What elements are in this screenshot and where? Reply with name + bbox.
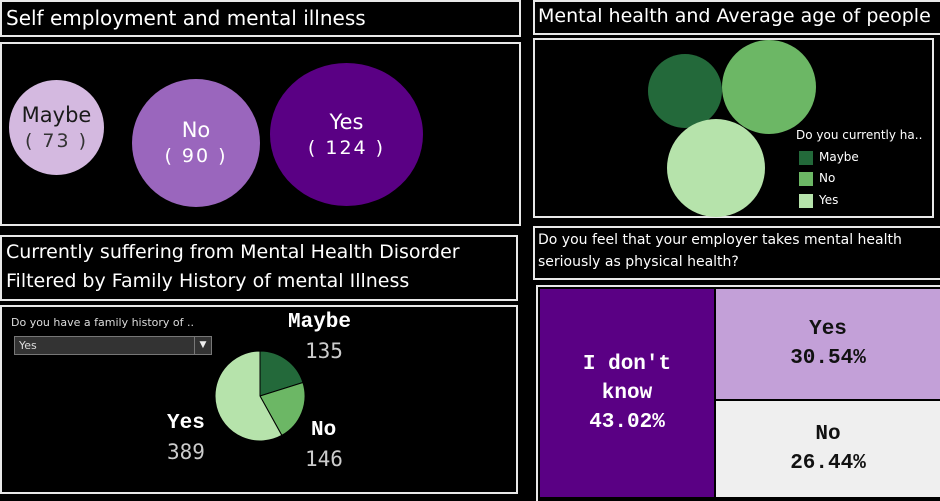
family-history-chart[interactable]: Do you have a family history of .. Yes ▼… bbox=[0, 305, 518, 494]
pie-chart[interactable] bbox=[214, 350, 306, 442]
legend-item-no[interactable]: No bbox=[799, 171, 835, 186]
treemap-value-yes: 30.54% bbox=[790, 347, 866, 370]
bubble-no-value: ( 90 ) bbox=[164, 145, 228, 167]
bubble-maybe-label: Maybe bbox=[21, 102, 92, 127]
bubble-yes-value: ( 124 ) bbox=[307, 136, 386, 159]
chevron-down-icon[interactable]: ▼ bbox=[194, 337, 211, 354]
treemap-value-dont-know: 43.02% bbox=[589, 410, 665, 434]
pie-value-maybe: 135 bbox=[305, 339, 343, 363]
self-employment-chart[interactable]: Maybe ( 73 ) No ( 90 ) Yes ( 124 ) bbox=[0, 42, 521, 226]
treemap-label-no: No bbox=[815, 423, 841, 446]
filter-value: Yes bbox=[19, 339, 37, 352]
pie-slice-yes[interactable] bbox=[214, 350, 283, 442]
treemap-cell-dont-know[interactable]: I don't know 43.02% bbox=[540, 289, 714, 497]
bubble-no[interactable]: No ( 90 ) bbox=[132, 79, 260, 207]
employer-chart[interactable]: I don't know 43.02% Yes 30.54% No 26.44% bbox=[536, 285, 940, 501]
legend-item-maybe[interactable]: Maybe bbox=[799, 150, 859, 165]
pie-label-yes: Yes bbox=[167, 412, 205, 435]
avg-bubble-maybe[interactable] bbox=[648, 54, 722, 128]
employer-title-box: Do you feel that your employer takes men… bbox=[533, 226, 940, 280]
treemap-label-dont-know: I don't know bbox=[582, 352, 672, 405]
legend-swatch-yes bbox=[799, 193, 813, 208]
treemap-cell-yes[interactable]: Yes 30.54% bbox=[716, 289, 940, 399]
legend-label-no: No bbox=[819, 171, 836, 185]
legend-swatch-maybe bbox=[799, 150, 813, 165]
employer-title-line2: seriously as physical health? bbox=[538, 254, 739, 270]
family-history-title-box: Currently suffering from Mental Health D… bbox=[0, 235, 518, 301]
treemap-value-no: 26.44% bbox=[790, 452, 866, 475]
bubble-maybe-value: ( 73 ) bbox=[24, 129, 89, 152]
pie-slice-maybe[interactable] bbox=[259, 350, 304, 397]
family-history-filter-dropdown[interactable]: Yes ▼ bbox=[14, 336, 212, 355]
avg-bubble-yes[interactable] bbox=[667, 119, 765, 217]
treemap-cell-no[interactable]: No 26.44% bbox=[716, 401, 940, 497]
self-employment-title: Self employment and mental illness bbox=[6, 6, 366, 30]
bubble-maybe[interactable]: Maybe ( 73 ) bbox=[9, 80, 104, 175]
pie-value-yes: 389 bbox=[167, 440, 205, 464]
family-history-title-line1: Currently suffering from Mental Health D… bbox=[6, 241, 460, 263]
pie-value-no: 146 bbox=[305, 447, 343, 471]
bubble-yes[interactable]: Yes ( 124 ) bbox=[270, 63, 423, 206]
avg-age-chart[interactable]: Do you currently ha.. Maybe No Yes bbox=[533, 38, 934, 218]
avg-age-title-box: Mental health and Average age of people bbox=[533, 0, 940, 35]
legend-label-yes: Yes bbox=[819, 193, 839, 207]
employer-title-line1: Do you feel that your employer takes men… bbox=[538, 232, 902, 248]
legend-swatch-no bbox=[799, 171, 813, 186]
legend-label-maybe: Maybe bbox=[819, 150, 859, 164]
pie-label-maybe: Maybe bbox=[288, 311, 352, 334]
pie-label-no: No bbox=[311, 419, 337, 442]
treemap-label-yes: Yes bbox=[809, 318, 847, 341]
avg-age-title: Mental health and Average age of people bbox=[538, 5, 931, 27]
self-employment-title-box: Self employment and mental illness bbox=[0, 0, 521, 37]
bubble-yes-label: Yes bbox=[329, 109, 364, 134]
pie-slice-no[interactable] bbox=[259, 381, 306, 437]
avg-bubble-no[interactable] bbox=[722, 40, 816, 134]
legend-title: Do you currently ha.. bbox=[796, 128, 923, 142]
legend-item-yes[interactable]: Yes bbox=[799, 193, 838, 208]
family-history-title-line2: Filtered by Family History of mental Ill… bbox=[6, 270, 410, 292]
bubble-no-label: No bbox=[181, 118, 211, 142]
filter-label: Do you have a family history of .. bbox=[11, 316, 194, 329]
